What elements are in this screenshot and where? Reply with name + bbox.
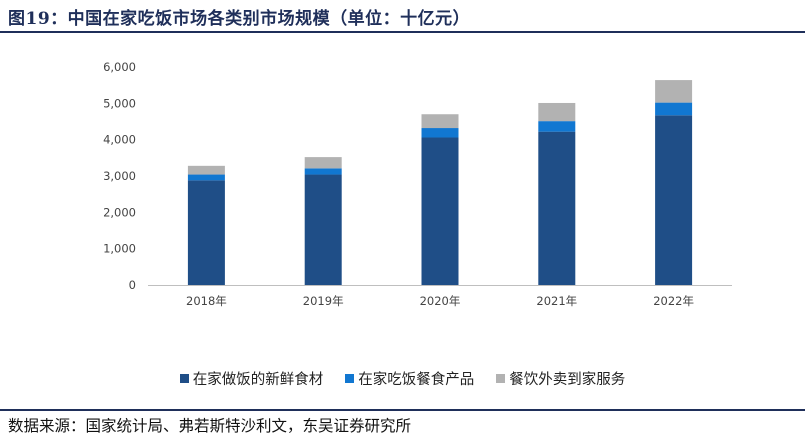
y-tick-label: 3,000	[103, 169, 136, 183]
bar-segment	[538, 131, 576, 285]
x-tick-label: 2021年	[536, 294, 577, 308]
x-tick-label: 2019年	[303, 294, 344, 308]
bar-segment	[421, 128, 459, 138]
y-tick-label: 2,000	[103, 205, 136, 219]
x-tick-label: 2022年	[653, 294, 694, 308]
bar-segment	[421, 137, 459, 285]
legend-label: 在家吃饭餐食产品	[358, 372, 475, 388]
legend-label: 餐饮外卖到家服务	[509, 372, 626, 388]
y-tick-label: 4,000	[103, 133, 136, 147]
bar-segment	[187, 165, 225, 175]
title-rule	[0, 31, 805, 33]
bar-segment	[655, 102, 693, 116]
stacked-bar-chart: 0 1,000 2,000 3,000 4,000 5,000 6,000 2018年 2019…	[103, 60, 732, 308]
source-rule	[0, 409, 805, 411]
bar-segment	[421, 114, 459, 129]
bar-segment	[187, 174, 225, 181]
legend-swatch	[179, 374, 189, 383]
legend-item: 在家吃饭餐食产品	[345, 368, 474, 389]
chart-title: 图19：中国在家吃饭市场各类别市场规模（单位：十亿元）	[8, 9, 471, 29]
y-tick-label: 5,000	[103, 96, 136, 110]
x-tick-label: 2018年	[186, 294, 227, 308]
bar-segment	[655, 115, 693, 285]
y-tick-label: 0	[129, 278, 136, 292]
bar-segment	[304, 174, 342, 285]
bar-segment	[304, 157, 342, 169]
legend-item: 在家做饭的新鲜食材	[179, 368, 324, 389]
bar-segment	[538, 121, 576, 132]
legend-swatch	[345, 374, 355, 383]
x-tick-label: 2020年	[420, 294, 461, 308]
source-note: 数据来源：国家统计局、弗若斯特沙利文，东吴证券研究所	[8, 417, 412, 435]
bar-segment	[655, 80, 693, 103]
y-tick-label: 1,000	[103, 242, 136, 256]
chart-legend: 在家做饭的新鲜食材 在家吃饭餐食产品 餐饮外卖到家服务	[0, 368, 805, 389]
bar-segment	[187, 180, 225, 285]
legend-label: 在家做饭的新鲜食材	[192, 372, 324, 388]
bar-segment	[538, 102, 576, 122]
bar-segment	[304, 168, 342, 175]
y-tick-label: 6,000	[103, 60, 136, 74]
legend-item: 餐饮外卖到家服务	[496, 368, 625, 389]
legend-swatch	[496, 374, 506, 383]
